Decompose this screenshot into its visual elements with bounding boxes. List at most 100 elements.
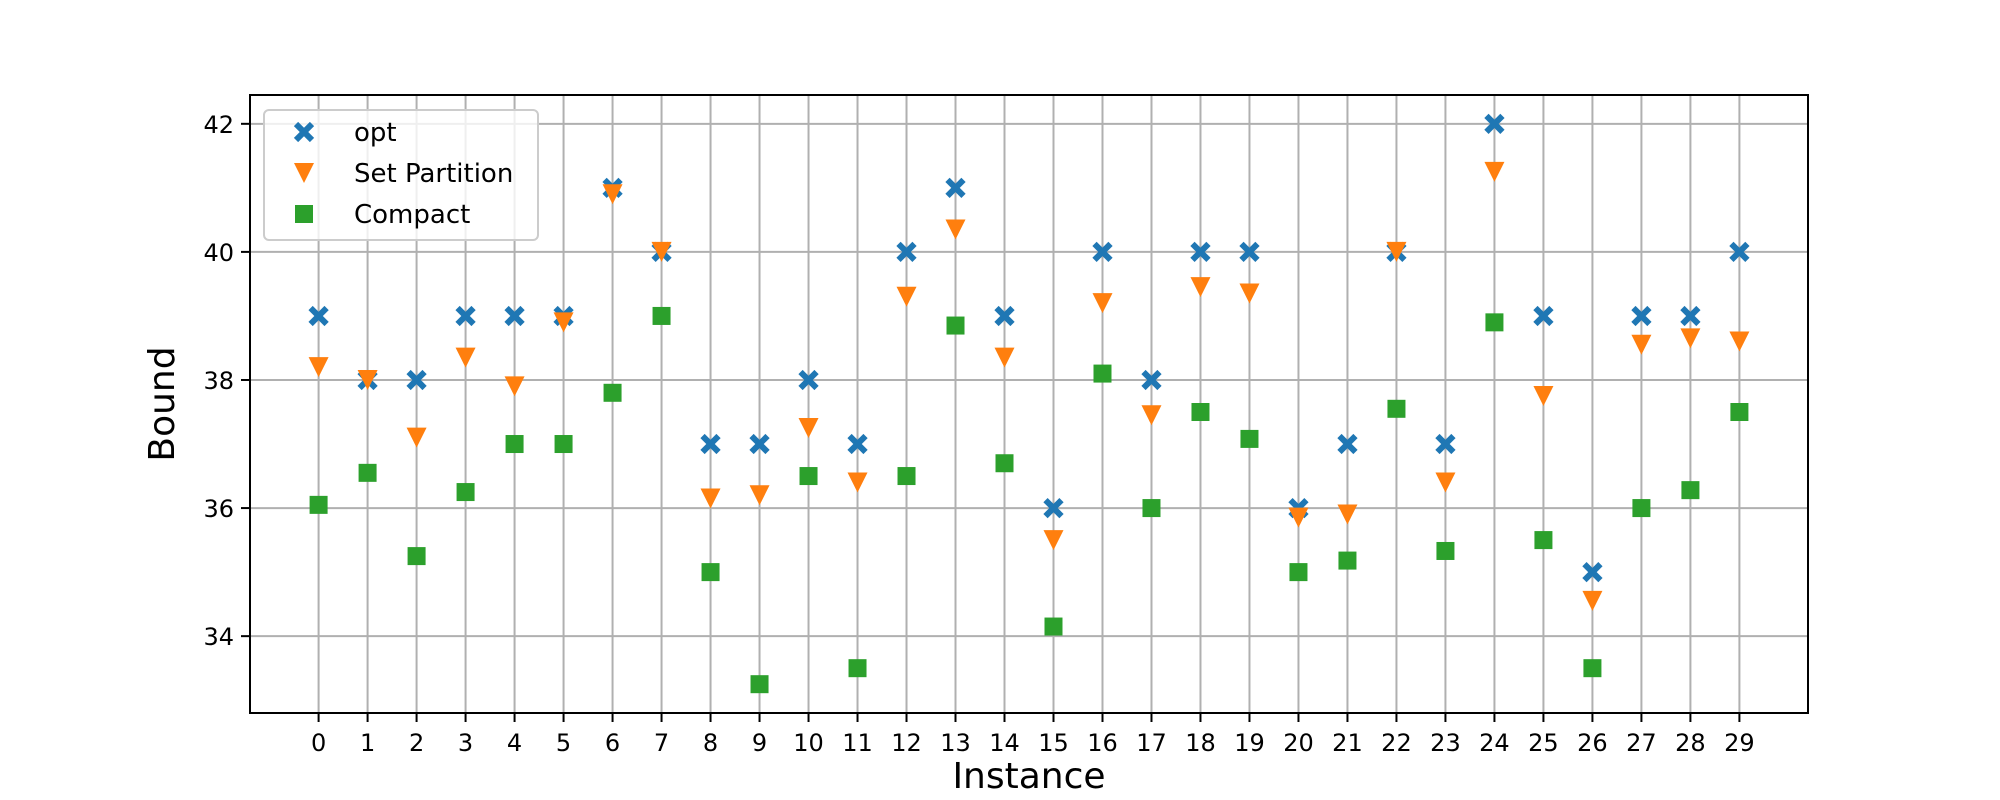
data-point	[1092, 293, 1113, 314]
data-point	[1484, 161, 1505, 182]
data-point	[798, 369, 819, 391]
x-tick-label: 4	[507, 729, 522, 757]
series-set-partition	[308, 161, 1750, 611]
data-point	[897, 467, 916, 486]
data-point	[1386, 241, 1407, 262]
data-point	[1190, 241, 1211, 263]
data-point	[994, 347, 1015, 368]
data-point	[504, 376, 525, 397]
x-tick-label: 13	[940, 729, 971, 757]
data-point	[1534, 531, 1553, 550]
x-tick-label: 21	[1332, 729, 1363, 757]
data-point-stroke-b	[1680, 305, 1701, 327]
data-point-stroke-b	[1092, 241, 1113, 263]
x-tick-label: 23	[1430, 729, 1461, 757]
data-point-stroke-b	[1435, 433, 1456, 455]
x-tick-label: 20	[1283, 729, 1314, 757]
data-point	[1387, 399, 1406, 418]
data-point	[1680, 305, 1701, 327]
data-point	[1729, 331, 1750, 352]
x-tick-label: 15	[1038, 729, 1069, 757]
data-point	[848, 659, 867, 678]
data-point-stroke-b	[1190, 241, 1211, 263]
data-point	[1141, 369, 1162, 391]
legend-label: opt	[354, 118, 397, 148]
data-point	[456, 483, 475, 502]
data-point	[1533, 305, 1554, 327]
data-point	[1043, 530, 1064, 551]
data-point-stroke-b	[1582, 561, 1603, 583]
data-point	[455, 347, 476, 368]
data-point-stroke-b	[1239, 241, 1260, 263]
data-point-stroke-b	[1484, 113, 1505, 134]
data-point	[1631, 305, 1652, 327]
data-point-stroke-b	[945, 177, 966, 198]
legend-marker	[294, 163, 314, 183]
x-tick-label: 17	[1136, 729, 1167, 757]
data-point-stroke-b	[406, 369, 427, 391]
x-tick-label: 0	[311, 729, 326, 757]
x-tick-label: 14	[989, 729, 1020, 757]
data-point	[603, 383, 622, 402]
data-point-stroke-b	[847, 433, 868, 455]
data-point	[1484, 113, 1505, 134]
data-point	[1485, 313, 1504, 332]
data-point-stroke-b	[1533, 305, 1554, 327]
data-point	[798, 418, 819, 439]
legend-marker	[293, 121, 315, 143]
series-compact	[309, 306, 1749, 694]
x-tick-label: 10	[793, 729, 824, 757]
data-point	[1582, 561, 1603, 583]
data-point	[308, 305, 329, 327]
x-tick-label: 25	[1528, 729, 1559, 757]
data-point	[358, 463, 377, 482]
legend-label: Set Partition	[354, 159, 513, 189]
x-tick-label: 22	[1381, 729, 1412, 757]
data-point	[1240, 429, 1259, 448]
data-point	[553, 312, 574, 333]
data-point	[1044, 617, 1063, 636]
data-point	[1289, 563, 1308, 582]
data-point	[1239, 241, 1260, 263]
x-tick-label: 5	[556, 729, 571, 757]
data-point	[799, 467, 818, 486]
data-point-stroke-b	[700, 433, 721, 455]
data-point	[946, 316, 965, 335]
legend-box	[263, 109, 539, 241]
legend-marker-stroke-b	[293, 121, 315, 143]
x-tick-label: 29	[1724, 729, 1755, 757]
x-tick-label: 12	[891, 729, 922, 757]
data-point	[1093, 364, 1112, 383]
data-point	[357, 369, 378, 390]
data-point-stroke-b	[1729, 241, 1750, 263]
y-tick-label: 40	[203, 239, 234, 267]
data-point	[505, 435, 524, 454]
data-point	[1681, 481, 1700, 500]
data-point	[896, 241, 917, 263]
data-point	[1239, 283, 1260, 304]
data-point	[1631, 334, 1652, 355]
x-tick-label: 2	[409, 729, 424, 757]
data-point	[1141, 405, 1162, 426]
data-point-stroke-b	[504, 305, 525, 327]
data-point	[749, 485, 770, 506]
data-point-stroke-b	[308, 305, 329, 327]
data-point	[455, 305, 476, 327]
legend: opt Set Partition Compact	[263, 109, 539, 241]
data-point-stroke-b	[1337, 433, 1358, 455]
data-point-stroke-b	[455, 305, 476, 327]
data-point	[1043, 497, 1064, 519]
data-point	[1533, 385, 1554, 406]
x-tick-label: 8	[703, 729, 718, 757]
axis-ticks: 0 1 2 3 4 5 6 7 8 9 10 11 12 13 14 15 16 17 18 19 20 21 22 23 24…	[203, 111, 1754, 757]
data-point	[1582, 590, 1603, 611]
y-axis-label: Bound	[142, 346, 183, 461]
data-point	[1191, 403, 1210, 422]
data-point	[1142, 499, 1161, 518]
data-point	[1632, 499, 1651, 518]
grid-lines	[250, 95, 1808, 713]
data-point	[1288, 507, 1309, 528]
y-tick-label: 42	[203, 111, 234, 139]
data-point	[1729, 241, 1750, 263]
